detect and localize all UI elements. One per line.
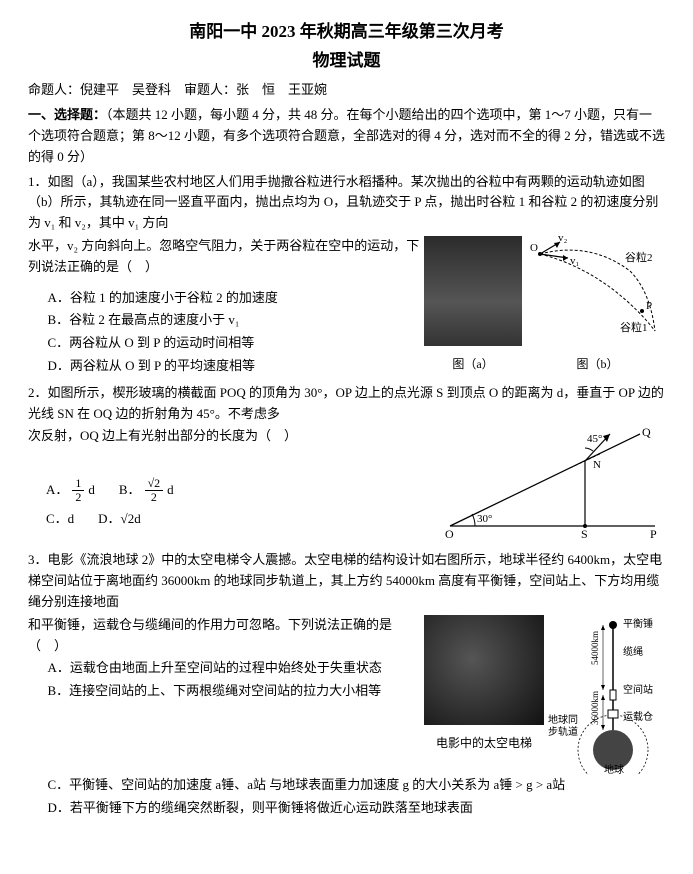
q2-stem-b: 次反射，OQ 边上有光射出部分的长度为（ ） [28, 426, 445, 447]
authors-line: 命题人：倪建平 吴登科 审题人：张 恒 王亚婉 [28, 80, 665, 101]
svg-text:平衡锤: 平衡锤 [623, 617, 653, 630]
q1-opt-b: B．谷粒 2 在最高点的速度小于 v₁ [28, 310, 424, 331]
q1-stem-a: 1．如图（a），我国某些农村地区人们用手抛撒谷粒进行水稻播种。某次抛出的谷粒中有… [28, 172, 665, 234]
q2-opt-b: B． √22d [119, 477, 174, 504]
svg-text:N: N [593, 459, 601, 471]
question-2: 2．如图所示，楔形玻璃的横截面 POQ 的顶角为 30°，OP 边上的点光源 S… [28, 383, 665, 547]
q3-movie-image [424, 615, 544, 725]
q2-opts-row2: C．d D．√2d [46, 509, 445, 530]
svg-text:谷粒2: 谷粒2 [625, 250, 653, 264]
q3-opt-c: C．平衡锤、空间站的加速度 a锤、a站 与地球表面重力加速度 g 的大小关系为 … [28, 775, 665, 796]
question-3: 3．电影《流浪地球 2》中的太空电梯令人震撼。太空电梯的结构设计如右图所示，地球… [28, 550, 665, 818]
svg-text:谷粒1: 谷粒1 [620, 320, 648, 334]
svg-text:S: S [581, 527, 588, 541]
q2-figure: O P Q S N 30° 45° [445, 426, 665, 546]
svg-text:O: O [445, 527, 454, 541]
svg-text:P: P [646, 300, 652, 312]
q1-opt-d: D．两谷粒从 O 到 P 的平均速度相等 [28, 356, 424, 377]
q3-opt-a: A．运载仓由地面上升至空间站的过程中始终处于失重状态 [28, 658, 418, 679]
section-1-header: 一、选择题：（本题共 12 小题，每小题 4 分，共 48 分。在每个小题给出的… [28, 105, 665, 167]
svg-text:缆绳: 缆绳 [623, 645, 643, 658]
q3-stem-b: 和平衡锤，运载仓与缆绳间的作用力可忽略。下列说法正确的是（ ） [28, 615, 418, 657]
svg-text:36000km: 36000km [590, 691, 600, 725]
q1-stem-b: 水平，v₂ 方向斜向上。忽略空气阻力，关于两谷粒在空中的运动，下列说法正确的是（… [28, 236, 424, 278]
q3-diagram: 平衡锤 缆绳 空间站 运载仓 地球 地球同 步轨道 54000km 36000k… [548, 615, 663, 775]
svg-text:P: P [650, 527, 657, 541]
q3-opt-b: B．连接空间站的上、下两根缆绳对空间站的拉力大小相等 [28, 681, 418, 702]
q1-figures: 图（a） O P v₁ v₂ 谷粒1 谷粒2 [424, 236, 665, 374]
q2-stem-a: 2．如图所示，楔形玻璃的横截面 POQ 的顶角为 30°，OP 边上的点光源 S… [28, 383, 665, 425]
q1-fig-b-label: 图（b） [530, 355, 665, 374]
svg-text:地球同: 地球同 [548, 713, 578, 726]
svg-text:45°: 45° [587, 433, 602, 445]
svg-text:Q: Q [642, 426, 651, 439]
q2-opts-row1: A． 12d B． √22d [46, 477, 445, 504]
q1-photo-a [424, 236, 522, 346]
question-1: 1．如图（a），我国某些农村地区人们用手抛撒谷粒进行水稻播种。某次抛出的谷粒中有… [28, 172, 665, 379]
svg-text:O: O [530, 242, 538, 254]
q1-opt-c: C．两谷粒从 O 到 P 的运动时间相等 [28, 333, 424, 354]
q3-stem-a: 3．电影《流浪地球 2》中的太空电梯令人震撼。太空电梯的结构设计如右图所示，地球… [28, 550, 665, 612]
svg-text:步轨道: 步轨道 [548, 725, 578, 738]
q3-opt-d: D．若平衡锤下方的缆绳突然断裂，则平衡锤将做近心运动跌落至地球表面 [28, 798, 665, 819]
exam-title-1: 南阳一中 2023 年秋期高三年级第三次月考 [28, 18, 665, 45]
q2-opt-c: C．d [46, 509, 74, 530]
q1-figure-b: O P v₁ v₂ 谷粒1 谷粒2 [530, 236, 665, 346]
section-desc: （本题共 12 小题，每小题 4 分，共 48 分。在每个小题给出的四个选项中，… [28, 107, 665, 164]
svg-text:v₁: v₁ [570, 255, 580, 267]
q2-opt-d: D．√2d [98, 509, 141, 530]
svg-text:54000km: 54000km [590, 631, 600, 665]
q2-opt-a: A． 12d [46, 477, 95, 504]
q3-movie-label: 电影中的太空电梯 [424, 734, 544, 753]
svg-text:30°: 30° [477, 513, 492, 525]
q1-opt-a: A．谷粒 1 的加速度小于谷粒 2 的加速度 [28, 288, 424, 309]
q1-fig-a-label: 图（a） [424, 355, 522, 374]
svg-text:空间站: 空间站 [623, 683, 653, 696]
exam-title-2: 物理试题 [28, 47, 665, 74]
section-label: 一、选择题： [28, 107, 106, 122]
svg-text:地球: 地球 [604, 763, 624, 775]
svg-text:运载仓: 运载仓 [623, 710, 653, 723]
svg-text:v₂: v₂ [558, 236, 568, 244]
